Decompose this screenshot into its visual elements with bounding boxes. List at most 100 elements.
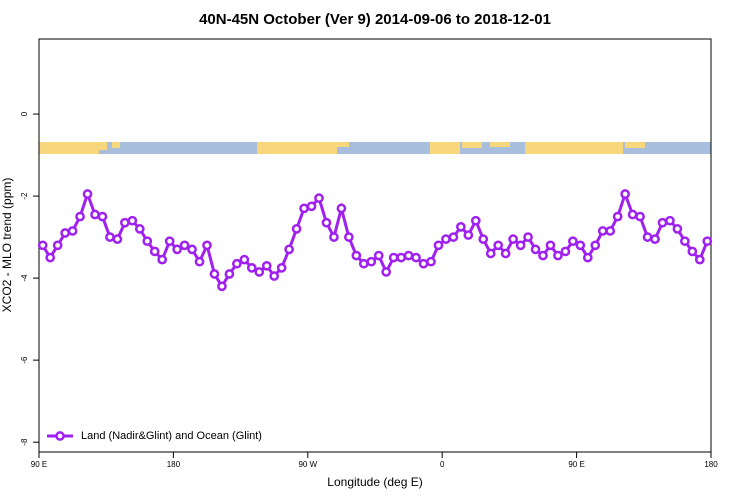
data-point [411,252,421,263]
data-point [373,250,384,261]
data-point [493,240,504,251]
data-point [37,240,48,251]
x-tick-label: 90 E [568,460,584,469]
data-point [134,224,145,234]
series-line [41,189,709,290]
x-tick-label: 90 E [31,460,47,469]
data-point [194,256,205,267]
data-point [388,252,399,263]
data-point [329,232,339,242]
data-point [179,240,190,251]
data-point [344,232,354,242]
data-point [97,211,108,222]
data-point [358,258,369,269]
x-tick-label: 0 [440,460,445,469]
data-point [291,224,302,234]
data-point [672,224,683,234]
data-point [261,260,272,271]
data-point [217,281,227,292]
data-point [605,226,616,236]
data-point [568,236,578,247]
data-point [232,258,242,269]
x-axis-label: Longitude (deg E) [327,475,422,489]
data-point [687,246,698,257]
data-point [553,250,563,261]
data-point [90,209,100,220]
data-point [82,189,93,199]
data-point [627,209,638,220]
y-tick-label: -2 [20,192,29,200]
data-point [500,248,511,259]
data-point [306,201,317,212]
data-point [336,203,347,214]
data-point [478,234,489,244]
data-point [635,211,645,222]
data-point [254,267,265,277]
data-point [52,240,63,251]
data-point [284,244,294,255]
data-point [224,269,235,279]
data-point [157,254,168,265]
data-point [202,240,212,251]
data-point [530,244,541,255]
data-point [149,246,160,257]
data-point [321,217,332,228]
legend-label: Land (Nadir&Glint) and Ocean (Glint) [81,430,262,442]
data-point [448,232,459,242]
data-point [612,211,623,222]
data-point [187,244,197,255]
data-point [538,250,548,261]
data-point [575,240,586,251]
data-point [523,232,533,242]
data-point [269,271,280,281]
data-point [418,258,429,269]
data-point [702,236,713,247]
data-point [351,250,362,261]
data-point [127,215,138,226]
data-point [381,267,392,277]
data-point [112,234,123,244]
data-point [485,248,496,259]
chart-title: 40N-45N October (Ver 9) 2014-09-06 to 20… [199,11,551,28]
data-point [560,246,571,257]
data-point [508,234,518,244]
y-tick-label: -8 [20,438,29,446]
data-point [403,250,414,261]
data-point [299,203,309,214]
data-point [665,215,675,226]
data-point [142,236,153,247]
data-point [396,252,406,263]
data-point [276,263,287,273]
data-point [694,254,705,265]
data-point [120,217,130,228]
data-point [650,234,660,244]
data-point [680,236,690,247]
data-point [239,254,250,265]
data-point [590,240,601,251]
data-point [164,236,175,247]
data-point [597,226,608,236]
data-point [60,228,70,238]
data-point [456,221,466,232]
data-point [433,240,444,251]
x-tick-label: 180 [704,460,718,469]
y-tick-label: -4 [20,274,29,282]
data-point [75,211,85,222]
data-point [314,193,324,203]
x-tick-label: 180 [167,460,181,469]
data-point [366,256,377,267]
x-tick-label: 90 W [298,460,317,469]
plot-frame [38,38,712,453]
y-tick-label: -6 [20,356,29,364]
data-point [463,230,474,240]
data-point [426,256,436,267]
data-point [246,263,257,273]
data-point [545,240,556,251]
data-point [441,234,451,244]
data-point [67,226,78,236]
land-ocean-strip [39,142,711,154]
y-axis-label: XCO2 - MLO trend (ppm) [0,178,14,313]
data-point [45,252,56,263]
data-point [642,232,653,242]
